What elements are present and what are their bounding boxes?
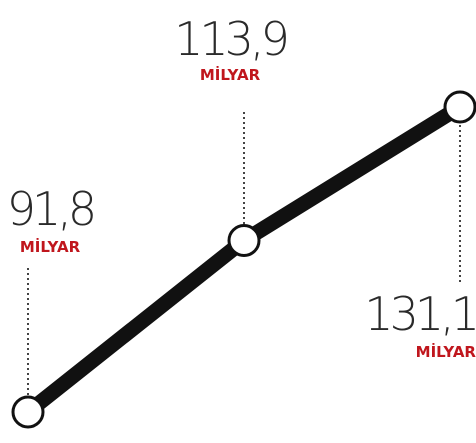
value-label: 131,1 [364,287,476,341]
data-point [11,395,45,429]
unit-label: MİLYAR [20,237,81,256]
data-point [227,223,261,257]
unit-label: MİLYAR [416,342,476,361]
value-label: 113,9 [174,12,286,66]
unit-label: MİLYAR [200,65,261,84]
data-point [443,90,476,124]
value-label: 91,8 [7,182,93,236]
